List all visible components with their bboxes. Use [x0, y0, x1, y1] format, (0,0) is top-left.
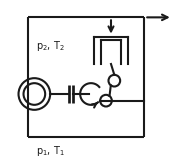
Text: p$_2$, T$_2$: p$_2$, T$_2$ — [36, 39, 65, 53]
Text: p$_1$, T$_1$: p$_1$, T$_1$ — [36, 144, 65, 158]
